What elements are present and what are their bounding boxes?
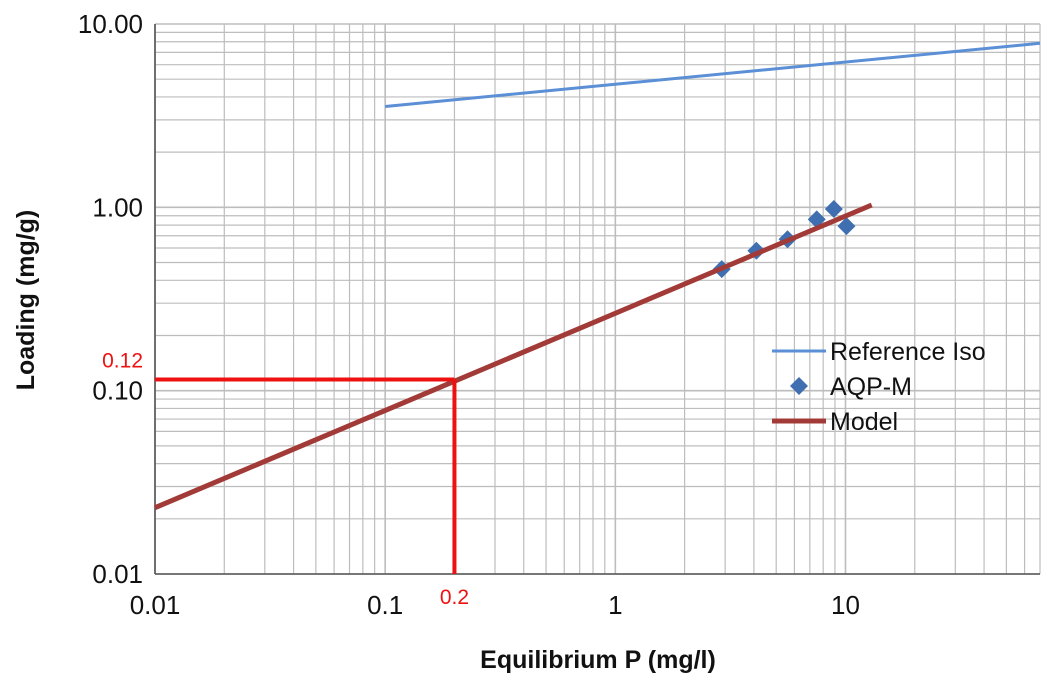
minor-grid xyxy=(155,24,1041,574)
x-tick-label: 10 xyxy=(831,590,860,620)
annotation-label-y: 0.12 xyxy=(102,350,143,373)
x-tick-label: 1 xyxy=(608,590,622,620)
legend-swatch-aqp-m xyxy=(790,377,808,395)
x-tick-label: 0.01 xyxy=(130,590,181,620)
legend: Reference Iso AQP-M Model xyxy=(772,338,986,436)
series-line-reference-iso xyxy=(385,41,1041,108)
x-axis-title: Equilibrium P (mg/l) xyxy=(480,646,716,674)
annotation-label-x: 0.2 xyxy=(440,586,469,609)
y-tick-label: 0.10 xyxy=(92,376,143,406)
series-layer xyxy=(154,41,1041,511)
y-tick-label: 10.00 xyxy=(78,9,143,39)
y-axis-title: Loading (mg/g) xyxy=(12,210,40,391)
annotation-layer: 0.12 0.2 xyxy=(102,350,469,609)
y-tick-label: 0.01 xyxy=(92,559,143,589)
legend-label-aqp-m: AQP-M xyxy=(830,373,912,401)
x-tick-label: 0.1 xyxy=(367,590,403,620)
tick-labels: 0.01 0.1 1 10 0.01 0.10 1.00 10.00 xyxy=(78,9,860,620)
series-line-model xyxy=(154,202,873,511)
legend-label-reference-iso: Reference Iso xyxy=(830,338,986,366)
y-tick-label: 1.00 xyxy=(92,192,143,222)
legend-label-model: Model xyxy=(830,408,898,436)
major-grid xyxy=(154,23,1040,575)
data-point-aqp-m xyxy=(837,217,856,236)
data-point-aqp-m xyxy=(824,199,843,218)
